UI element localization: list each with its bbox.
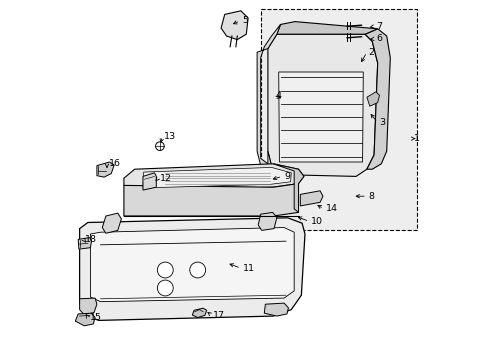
Polygon shape (142, 167, 291, 188)
Polygon shape (123, 184, 298, 216)
Text: 7: 7 (375, 22, 381, 31)
Circle shape (189, 262, 205, 278)
Text: 13: 13 (164, 132, 176, 140)
Text: 9: 9 (284, 172, 289, 181)
Circle shape (157, 280, 173, 296)
Bar (260, 9, 416, 230)
Text: 17: 17 (213, 310, 224, 320)
Polygon shape (102, 213, 121, 233)
Polygon shape (264, 303, 288, 316)
Circle shape (157, 262, 173, 278)
Polygon shape (192, 308, 206, 318)
Circle shape (155, 142, 164, 150)
Polygon shape (273, 164, 303, 212)
Text: 12: 12 (160, 174, 172, 183)
Polygon shape (80, 298, 97, 315)
Text: 4: 4 (275, 91, 281, 100)
Polygon shape (267, 34, 377, 176)
Polygon shape (123, 164, 303, 191)
Text: 6: 6 (375, 34, 381, 43)
Text: 2: 2 (368, 48, 374, 57)
Text: 5: 5 (242, 16, 247, 25)
Polygon shape (278, 72, 363, 162)
Polygon shape (90, 228, 294, 302)
Polygon shape (300, 191, 322, 206)
Polygon shape (75, 313, 95, 326)
Text: 15: 15 (89, 313, 102, 322)
Polygon shape (78, 238, 91, 249)
Polygon shape (258, 212, 276, 230)
Polygon shape (80, 218, 305, 320)
Polygon shape (221, 11, 247, 40)
Polygon shape (365, 29, 389, 169)
Polygon shape (257, 24, 280, 173)
Text: 1: 1 (413, 134, 419, 143)
Polygon shape (142, 173, 156, 190)
Text: 10: 10 (310, 217, 323, 226)
Text: 14: 14 (325, 204, 337, 213)
Text: 11: 11 (242, 264, 254, 273)
Text: 3: 3 (379, 118, 385, 127)
Polygon shape (276, 22, 377, 34)
Polygon shape (97, 162, 114, 177)
Text: 8: 8 (368, 192, 374, 201)
Text: 18: 18 (85, 235, 97, 244)
Polygon shape (366, 92, 379, 106)
Text: 16: 16 (108, 159, 121, 168)
